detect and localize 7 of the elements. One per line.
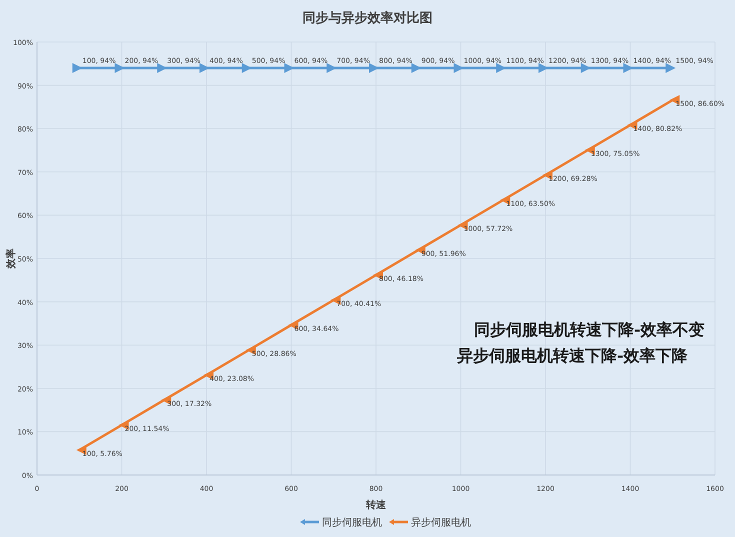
x-axis-title: 转速 — [365, 499, 387, 511]
legend-label: 异步伺服电机 — [411, 516, 471, 528]
annotation: 同步伺服电机转速下降-效率不变 — [474, 320, 705, 339]
y-axis-title: 效率 — [5, 248, 17, 270]
legend-label: 同步伺服电机 — [322, 516, 382, 528]
annotation: 异步伺服电机转速下降-效率下降 — [456, 346, 689, 365]
chart-title: 同步与异步效率对比图 — [302, 10, 432, 26]
